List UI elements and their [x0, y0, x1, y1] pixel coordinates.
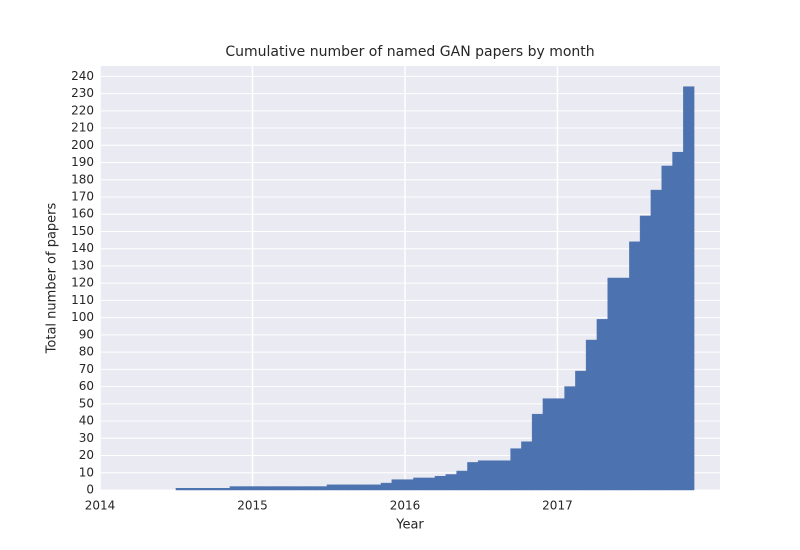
bar — [391, 479, 403, 491]
bar — [456, 470, 468, 491]
y-tick-label: 240 — [71, 69, 94, 83]
bar — [672, 151, 684, 491]
bar — [218, 488, 231, 491]
bar — [650, 189, 663, 491]
bar — [564, 386, 576, 491]
y-axis-label: Total number of papers — [45, 202, 60, 354]
x-tick-label: 2016 — [390, 499, 421, 513]
bar — [585, 339, 598, 491]
y-tick-label: 150 — [71, 224, 94, 238]
bar — [186, 488, 198, 491]
bar — [175, 488, 188, 491]
bar — [445, 474, 457, 491]
y-tick-label: 0 — [86, 483, 94, 497]
y-tick-label: 40 — [79, 414, 94, 428]
bar — [510, 448, 522, 491]
bar — [326, 484, 339, 491]
y-tick-label: 180 — [71, 172, 94, 186]
bar — [305, 486, 317, 491]
bar — [488, 460, 501, 491]
bar — [251, 486, 263, 491]
bar — [629, 241, 641, 491]
bar — [197, 488, 209, 491]
bar — [261, 486, 274, 491]
tick-labels: 0 10 20 30 40 50 60 70 80 90 100 110 120 130 140 150 160… — [71, 69, 573, 513]
bar — [521, 441, 533, 491]
bar — [413, 477, 425, 491]
y-tick-label: 110 — [71, 293, 94, 307]
y-tick-label: 160 — [71, 207, 94, 221]
bar — [639, 215, 652, 491]
bar — [499, 460, 511, 491]
bar — [283, 486, 295, 491]
x-tick-label: 2014 — [85, 499, 116, 513]
bar — [208, 488, 220, 491]
bar — [272, 486, 285, 491]
bar — [542, 398, 555, 491]
y-tick-label: 120 — [71, 276, 94, 290]
bar — [315, 486, 328, 491]
bar — [380, 482, 393, 491]
bar — [661, 165, 673, 491]
bar — [596, 319, 609, 491]
chart-title: Cumulative number of named GAN papers by… — [225, 44, 594, 60]
y-tick-label: 50 — [79, 396, 94, 410]
y-tick-label: 60 — [79, 379, 94, 393]
bar — [294, 486, 306, 491]
y-tick-label: 20 — [79, 448, 94, 462]
x-tick-label: 2015 — [237, 499, 268, 513]
bar — [229, 486, 241, 491]
y-tick-label: 100 — [71, 310, 94, 324]
bar — [348, 484, 360, 491]
bar — [683, 86, 695, 491]
bar — [337, 484, 349, 491]
bar — [423, 477, 436, 491]
y-tick-label: 30 — [79, 431, 94, 445]
y-tick-label: 70 — [79, 362, 94, 376]
bar — [359, 484, 371, 491]
bar — [434, 475, 447, 491]
y-tick-label: 190 — [71, 155, 94, 169]
bar — [467, 462, 479, 491]
bar — [618, 277, 630, 491]
x-axis-label: Year — [395, 518, 424, 533]
y-tick-label: 130 — [71, 258, 94, 272]
y-tick-label: 170 — [71, 189, 94, 203]
bar — [240, 486, 252, 491]
bar — [531, 413, 544, 491]
y-tick-label: 10 — [79, 465, 94, 479]
y-tick-label: 140 — [71, 241, 94, 255]
y-tick-label: 80 — [79, 345, 94, 359]
x-tick-label: 2017 — [542, 499, 573, 513]
bar — [553, 398, 565, 491]
bar — [369, 484, 382, 491]
y-tick-label: 90 — [79, 327, 94, 341]
bars — [175, 86, 695, 491]
y-tick-label: 230 — [71, 86, 94, 100]
y-tick-label: 200 — [71, 138, 94, 152]
y-tick-label: 210 — [71, 121, 94, 135]
bar — [575, 370, 587, 491]
y-tick-label: 220 — [71, 103, 94, 117]
bar — [477, 460, 490, 491]
bar — [607, 277, 619, 491]
bar — [402, 479, 414, 491]
